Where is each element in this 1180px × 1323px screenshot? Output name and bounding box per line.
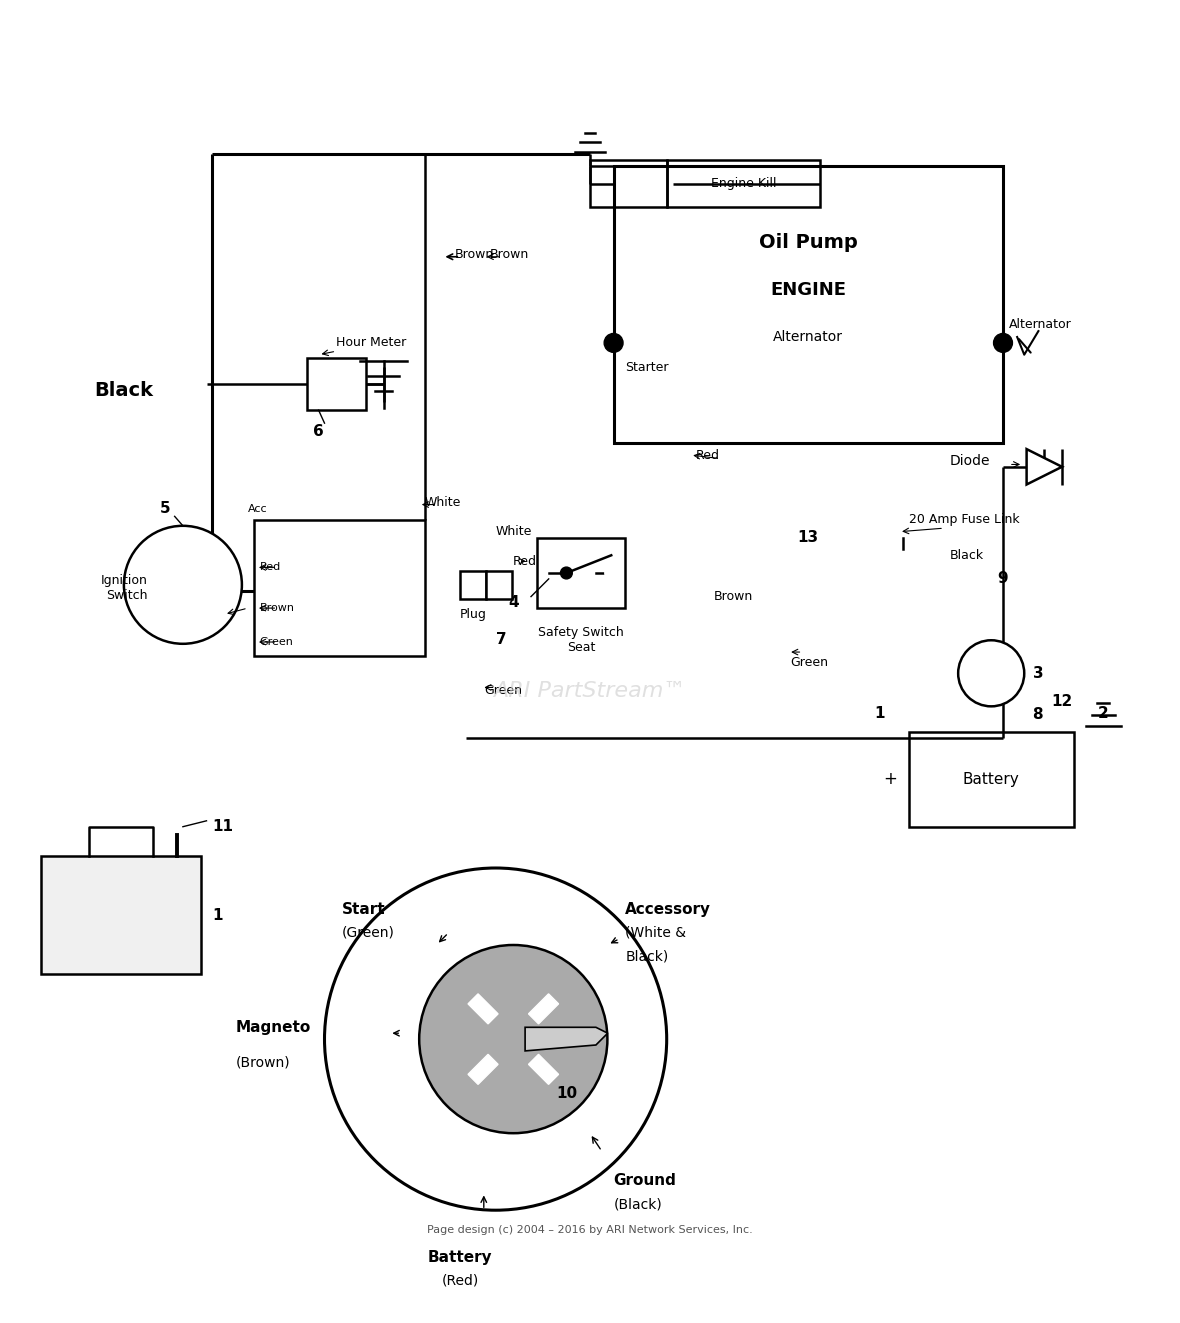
Bar bbox=[460, 570, 486, 599]
Bar bbox=[537, 537, 625, 609]
Text: 11: 11 bbox=[212, 819, 234, 835]
Circle shape bbox=[604, 333, 623, 352]
Text: Green: Green bbox=[484, 684, 522, 697]
FancyArrow shape bbox=[468, 1054, 498, 1085]
Circle shape bbox=[86, 909, 110, 933]
Text: (Red): (Red) bbox=[441, 1274, 479, 1289]
Text: 3: 3 bbox=[1032, 665, 1043, 681]
Text: 4: 4 bbox=[509, 595, 519, 610]
Text: White: White bbox=[496, 525, 531, 537]
Circle shape bbox=[958, 640, 1024, 706]
Bar bbox=[254, 520, 425, 656]
Circle shape bbox=[124, 525, 242, 644]
Text: Brown: Brown bbox=[490, 247, 529, 261]
Text: Alternator: Alternator bbox=[773, 329, 844, 344]
Text: Battery: Battery bbox=[963, 773, 1020, 787]
Text: (White &: (White & bbox=[625, 926, 687, 939]
Text: Alternator: Alternator bbox=[1009, 318, 1071, 331]
FancyArrow shape bbox=[529, 1054, 558, 1085]
Text: Red: Red bbox=[513, 554, 537, 568]
Text: Starter: Starter bbox=[625, 361, 669, 373]
Text: Ignition
Switch: Ignition Switch bbox=[100, 574, 148, 602]
Text: 1: 1 bbox=[874, 705, 884, 721]
Text: Safety Switch
Seat: Safety Switch Seat bbox=[538, 626, 624, 654]
Bar bbox=[486, 570, 512, 599]
Circle shape bbox=[605, 568, 617, 579]
Text: Black: Black bbox=[94, 381, 153, 400]
Circle shape bbox=[152, 909, 176, 933]
Circle shape bbox=[560, 568, 572, 579]
Text: 1: 1 bbox=[212, 908, 223, 922]
Text: Page design (c) 2004 – 2016 by ARI Network Services, Inc.: Page design (c) 2004 – 2016 by ARI Netwo… bbox=[427, 1225, 753, 1236]
Polygon shape bbox=[525, 1027, 608, 1050]
Text: Plug: Plug bbox=[460, 609, 486, 622]
Text: ENGINE: ENGINE bbox=[771, 280, 846, 299]
Text: Accessory: Accessory bbox=[625, 902, 712, 917]
Text: 8: 8 bbox=[1032, 706, 1043, 722]
Bar bbox=[590, 160, 667, 208]
Circle shape bbox=[53, 909, 77, 933]
Text: White: White bbox=[425, 496, 461, 509]
Text: Green: Green bbox=[260, 638, 294, 647]
Text: Ground: Ground bbox=[614, 1174, 676, 1188]
Text: 2: 2 bbox=[1097, 705, 1108, 721]
Text: (Brown): (Brown) bbox=[236, 1056, 290, 1070]
Text: (Green): (Green) bbox=[342, 926, 395, 939]
Text: (Black): (Black) bbox=[614, 1197, 662, 1212]
FancyArrow shape bbox=[529, 994, 558, 1024]
Text: Red: Red bbox=[260, 562, 281, 573]
Circle shape bbox=[419, 945, 608, 1134]
Text: 10: 10 bbox=[556, 1086, 577, 1101]
Bar bbox=[614, 165, 1003, 443]
Text: Battery: Battery bbox=[428, 1250, 492, 1265]
Text: 12: 12 bbox=[1051, 693, 1073, 709]
Circle shape bbox=[324, 868, 667, 1211]
Text: Brown: Brown bbox=[454, 247, 493, 261]
Bar bbox=[909, 733, 1074, 827]
Text: Hour Meter: Hour Meter bbox=[336, 336, 407, 349]
Text: Acc: Acc bbox=[248, 504, 268, 515]
Text: Engine Kill: Engine Kill bbox=[710, 177, 776, 191]
Text: Green: Green bbox=[791, 656, 828, 668]
Bar bbox=[667, 160, 820, 208]
Text: 13: 13 bbox=[798, 531, 819, 545]
Text: Magneto: Magneto bbox=[236, 1020, 312, 1035]
Text: Oil Pump: Oil Pump bbox=[759, 233, 858, 253]
Text: Brown: Brown bbox=[260, 603, 295, 613]
Polygon shape bbox=[1027, 448, 1062, 484]
Bar bbox=[307, 359, 366, 410]
Text: Black): Black) bbox=[625, 950, 669, 963]
Text: Black: Black bbox=[950, 549, 984, 562]
Text: 5: 5 bbox=[159, 500, 171, 516]
Circle shape bbox=[994, 333, 1012, 352]
Text: Brown: Brown bbox=[714, 590, 753, 603]
FancyArrow shape bbox=[468, 994, 498, 1024]
Text: 7: 7 bbox=[496, 632, 507, 647]
Text: +: + bbox=[883, 770, 897, 789]
Text: Diode: Diode bbox=[950, 454, 990, 468]
Text: 20 Amp Fuse Link: 20 Amp Fuse Link bbox=[909, 513, 1020, 525]
Text: Red: Red bbox=[696, 448, 720, 462]
Text: ARI PartStream™: ARI PartStream™ bbox=[493, 681, 687, 701]
Bar bbox=[41, 856, 201, 974]
Circle shape bbox=[119, 909, 143, 933]
Text: 9: 9 bbox=[997, 572, 1009, 586]
Text: Start: Start bbox=[342, 902, 386, 917]
Text: 6: 6 bbox=[313, 423, 324, 439]
